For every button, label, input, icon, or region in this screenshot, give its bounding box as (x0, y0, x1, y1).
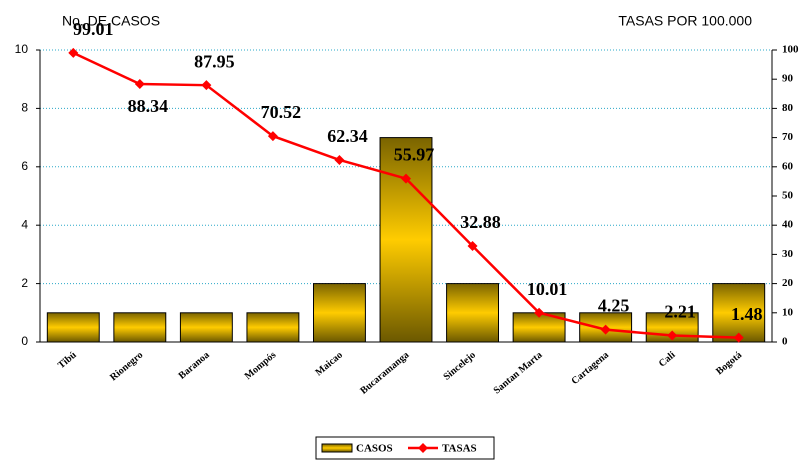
legend-label: CASOS (356, 443, 393, 455)
legend: CASOS TASAS (315, 436, 495, 460)
data-label: 70.52 (261, 102, 302, 122)
y-tick-label: 4 (21, 217, 28, 231)
y2-tick-label: 60 (782, 160, 794, 172)
data-label: 99.01 (73, 19, 114, 39)
marker (267, 131, 278, 142)
bar (313, 283, 366, 343)
y-tick-label: 10 (15, 42, 29, 56)
legend-label: TASAS (442, 443, 477, 455)
y2-tick-label: 80 (782, 102, 794, 114)
data-label: 62.34 (327, 126, 368, 146)
marker (667, 330, 678, 341)
marker (534, 307, 545, 318)
bar (46, 312, 100, 343)
y2-tick-label: 10 (782, 306, 794, 318)
y2-tick-label: 50 (782, 190, 794, 202)
bar (113, 312, 167, 343)
y-tick-label: 2 (21, 276, 28, 290)
data-label: 87.95 (194, 51, 235, 71)
x-tick-label: Bogotá (714, 350, 744, 378)
y-tick-label: 0 (21, 334, 28, 348)
y2-tick-label: 0 (782, 336, 788, 348)
data-label: 4.25 (598, 296, 630, 316)
marker (134, 79, 145, 90)
marker (201, 80, 212, 91)
y2-tick-label: 70 (782, 131, 794, 143)
data-label: 55.97 (394, 145, 435, 165)
legend-marker (418, 443, 428, 453)
bar (246, 312, 300, 343)
marker (334, 154, 345, 165)
bar (712, 283, 766, 343)
x-tick-label: Cali (657, 349, 678, 369)
data-label: 10.01 (527, 279, 568, 299)
x-tick-label: Maicao (314, 350, 345, 379)
marker (600, 324, 611, 335)
x-tick-label: Santan Marta (492, 350, 545, 397)
data-label: 88.34 (128, 96, 169, 116)
bar (446, 283, 499, 343)
marker (401, 173, 411, 184)
marker (68, 47, 79, 58)
y2-tick-label: 100 (782, 44, 799, 56)
x-tick-label: Baranoa (177, 350, 212, 382)
x-tick-label: Mompós (243, 350, 279, 382)
marker (733, 332, 744, 343)
data-label: 32.88 (460, 212, 501, 232)
y-tick-label: 6 (21, 159, 28, 173)
x-tick-label: Tibú (56, 349, 79, 371)
data-label: 1.48 (731, 304, 763, 324)
y2-axis-title: TASAS POR 100.000 (618, 13, 752, 29)
data-label: 2.21 (664, 302, 696, 322)
y2-tick-label: 20 (782, 277, 794, 289)
bar (179, 312, 233, 343)
x-tick-label: Bucaramanga (358, 350, 411, 397)
marker (467, 240, 478, 251)
y-tick-label: 8 (21, 101, 28, 115)
x-tick-label: Cartagena (569, 350, 611, 387)
legend-box (315, 436, 495, 460)
x-tick-label: Rionegro (108, 350, 145, 384)
y-axis-title: No. DE CASOS (62, 13, 160, 29)
y2-tick-label: 40 (782, 219, 794, 231)
x-tick-label: Sincelejo (442, 350, 478, 383)
legend-swatch (321, 443, 353, 453)
y2-tick-label: 30 (782, 248, 794, 260)
y2-tick-label: 90 (782, 73, 794, 85)
bar (379, 137, 433, 343)
